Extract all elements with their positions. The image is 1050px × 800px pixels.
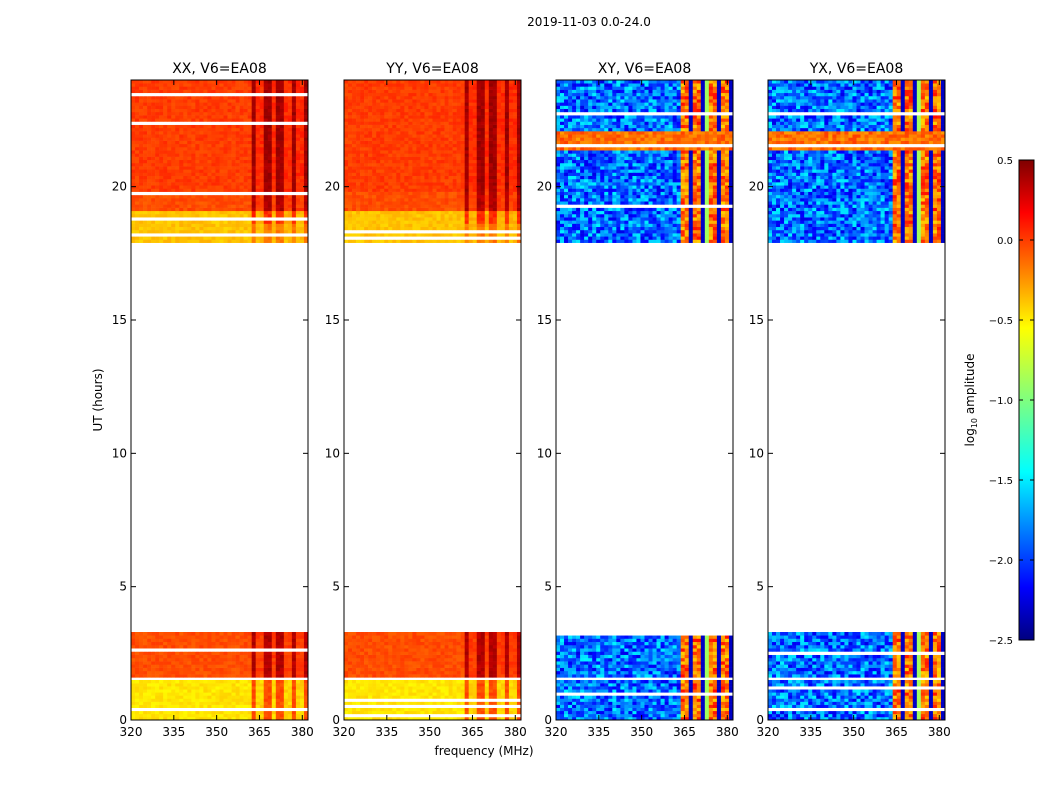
colorbar-tick-label: −0.5 <box>989 316 1013 327</box>
colorbar-tick-label: −1.0 <box>989 396 1013 407</box>
panel-title: XY, V6=EA08 <box>598 61 692 77</box>
x-tick-label: 335 <box>375 725 398 739</box>
panel-frame <box>555 79 734 721</box>
y-tick-label: 15 <box>537 313 552 327</box>
y-tick-label: 5 <box>332 580 340 594</box>
figure-title: 2019-11-03 0.0-24.0 <box>527 15 651 29</box>
colorbar-tick-label: −1.5 <box>989 476 1013 487</box>
panel-yy: YY, V6=EA08 320 335 350 365 380 0 5 10 15 20 <box>325 61 527 739</box>
panel-frame <box>767 79 946 721</box>
heatmap-cells <box>131 80 308 720</box>
y-tick-label: 5 <box>756 580 764 594</box>
colorbar-tick-label: −2.0 <box>989 556 1013 567</box>
x-tick-label: 380 <box>504 725 527 739</box>
panel-title: YY, V6=EA08 <box>385 61 478 77</box>
x-tick-label: 350 <box>630 725 653 739</box>
colorbar-tick-label: 0.5 <box>997 156 1013 167</box>
y-tick-label: 5 <box>544 580 552 594</box>
x-tick-label: 320 <box>757 725 780 739</box>
colorbar-tick-label: −2.5 <box>989 636 1013 647</box>
panel-frame <box>130 79 309 721</box>
x-tick-label: 365 <box>673 725 696 739</box>
heatmap-cells <box>768 80 945 720</box>
y-tick-label: 15 <box>749 313 764 327</box>
x-tick-label: 350 <box>418 725 441 739</box>
y-tick-label: 15 <box>325 313 340 327</box>
y-tick-label: 10 <box>325 446 340 460</box>
heatmap-cells <box>344 80 521 720</box>
x-tick-label: 365 <box>885 725 908 739</box>
y-axis-label: UT (hours) <box>91 368 105 431</box>
x-tick-label: 350 <box>842 725 865 739</box>
y-tick-label: 20 <box>537 180 552 194</box>
y-tick-label: 10 <box>537 446 552 460</box>
x-tick-label: 380 <box>928 725 951 739</box>
heatmap-cells <box>556 80 733 720</box>
x-tick-label: 335 <box>799 725 822 739</box>
panel-xy: XY, V6=EA08 320 335 350 365 380 0 5 10 15 20 <box>537 61 739 739</box>
colorbar-tick-label: 0.0 <box>997 236 1013 247</box>
panel-title: XX, V6=EA08 <box>172 61 267 77</box>
x-tick-label: 320 <box>545 725 568 739</box>
panel-xx: XX, V6=EA08 320 335 350 365 380 0 5 10 15 20 <box>112 61 314 739</box>
x-tick-label: 350 <box>205 725 228 739</box>
x-tick-label: 365 <box>248 725 271 739</box>
panel-title: YX, V6=EA08 <box>809 61 904 77</box>
y-tick-label: 10 <box>112 446 127 460</box>
y-tick-label: 20 <box>749 180 764 194</box>
x-tick-label: 335 <box>162 725 185 739</box>
y-tick-label: 5 <box>119 580 127 594</box>
y-tick-label: 20 <box>112 180 127 194</box>
x-tick-label: 320 <box>333 725 356 739</box>
x-tick-label: 365 <box>461 725 484 739</box>
x-tick-label: 335 <box>587 725 610 739</box>
x-tick-label: 380 <box>291 725 314 739</box>
x-axis-label: frequency (MHz) <box>434 744 533 758</box>
y-tick-label: 20 <box>325 180 340 194</box>
y-tick-label: 15 <box>112 313 127 327</box>
y-tick-label: 0 <box>544 713 552 727</box>
y-tick-label: 0 <box>332 713 340 727</box>
colorbar: 0.5 0.0 −0.5 −1.0 −1.5 −2.0 −2.5 log10 amplitu… <box>963 156 1035 647</box>
x-tick-label: 380 <box>716 725 739 739</box>
y-tick-label: 0 <box>756 713 764 727</box>
x-tick-label: 320 <box>120 725 143 739</box>
y-tick-label: 10 <box>749 446 764 460</box>
panel-yx: YX, V6=EA08 320 335 350 365 380 0 5 10 15 20 <box>749 61 951 739</box>
colorbar-label: log10 amplitude <box>963 354 979 447</box>
panel-frame <box>343 79 522 721</box>
y-tick-label: 0 <box>119 713 127 727</box>
